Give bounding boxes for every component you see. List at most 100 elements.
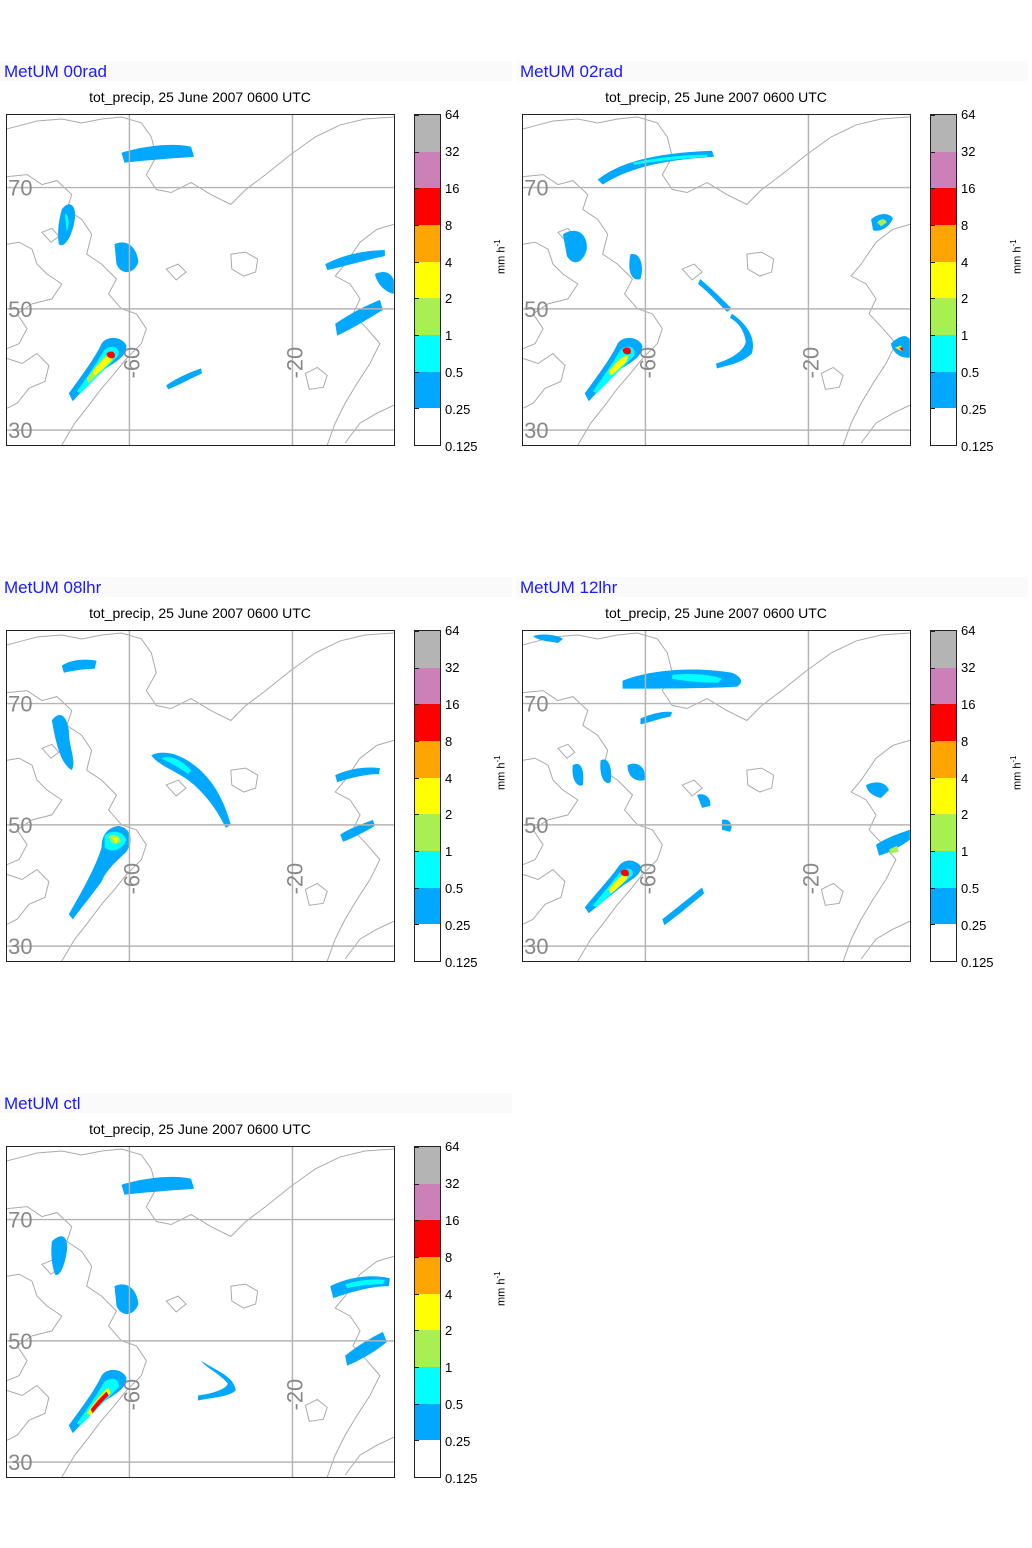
- colorbar-tick: [415, 1403, 419, 1405]
- colorbar-label: 8: [961, 217, 969, 233]
- colorbar-tick: [415, 1147, 419, 1148]
- panel-title-bar: [516, 61, 1028, 81]
- colorbar-tick: [931, 961, 935, 962]
- precip-area: [61, 659, 97, 673]
- colorbar-label: 32: [445, 659, 460, 675]
- colorbar-tick: [931, 667, 935, 669]
- colorbar-segment: [415, 335, 440, 373]
- lat-label: 30: [524, 418, 548, 443]
- colorbar-segment: [931, 887, 956, 925]
- panel-title-bar: [0, 577, 512, 597]
- lat-label: 70: [524, 692, 548, 717]
- colorbar-segment: [415, 777, 440, 815]
- colorbar-unit: mm h-1: [493, 1271, 508, 1306]
- plot-subtitle: tot_precip, 25 June 2007 0600 UTC: [605, 605, 827, 621]
- colorbar-segment: [931, 408, 956, 446]
- colorbar-label: 16: [961, 696, 976, 712]
- colorbar-segment: [415, 115, 440, 153]
- colorbar-segment: [415, 188, 440, 226]
- lat-label: 30: [8, 418, 32, 443]
- colorbar-label: 0.25: [445, 1434, 471, 1450]
- lon-label: -60: [119, 347, 144, 379]
- colorbar-segment: [931, 225, 956, 263]
- colorbar-tick: [415, 704, 419, 706]
- colorbar-tick: [931, 371, 935, 373]
- colorbar-label: 4: [961, 770, 969, 786]
- precip-area: [608, 355, 629, 376]
- precip-area: [894, 345, 903, 352]
- colorbar-tick: [415, 1440, 419, 1442]
- colorbar-label: 4: [445, 1286, 453, 1302]
- precip-area: [888, 845, 899, 854]
- plot-subtitle: tot_precip, 25 June 2007 0600 UTC: [89, 605, 311, 621]
- lon-label: -60: [119, 1379, 144, 1411]
- colorbar: [414, 114, 441, 446]
- colorbar-segment: [415, 851, 440, 889]
- colorbar-label: 0.25: [445, 402, 471, 418]
- lon-label: -60: [635, 863, 660, 895]
- colorbar-tick: [931, 924, 935, 926]
- colorbar-label: 64: [961, 107, 976, 122]
- colorbar-label: 4: [445, 254, 453, 270]
- precip-area: [340, 819, 375, 842]
- lat-label: 30: [524, 934, 548, 959]
- map-panel: MetUM 08lhr tot_precip, 25 June 2007 0600…: [0, 577, 512, 997]
- colorbar-segment: [415, 261, 440, 299]
- precip-area: [620, 869, 629, 877]
- colorbar-label: 0.25: [961, 402, 987, 418]
- precip-area: [597, 150, 715, 185]
- precip-area: [562, 230, 587, 263]
- colorbar-segment: [415, 408, 440, 446]
- colorbar-segment: [931, 851, 956, 889]
- colorbar-label: 0.125: [445, 439, 478, 454]
- map-frame: 70 50 30 -60 -20: [522, 630, 911, 962]
- precip-area: [632, 154, 708, 165]
- colorbar-segment: [931, 188, 956, 226]
- lat-label: 30: [8, 1450, 32, 1475]
- colorbar-tick: [415, 1293, 419, 1295]
- precip-map: 70 50 30 -60 -20: [7, 115, 394, 445]
- colorbar-label: 64: [445, 1139, 460, 1154]
- model-title: MetUM 00rad: [4, 62, 107, 81]
- colorbar-segment: [415, 887, 440, 925]
- colorbar-unit: mm h-1: [1009, 755, 1024, 790]
- colorbar-label: 0.5: [445, 1397, 464, 1413]
- precip-area: [572, 763, 584, 786]
- colorbar-segment: [415, 1257, 440, 1295]
- coastline: [7, 116, 394, 445]
- colorbar-segment: [931, 261, 956, 299]
- colorbar-tick: [415, 371, 419, 373]
- colorbar-tick: [931, 151, 935, 153]
- precip-area: [90, 1391, 109, 1414]
- precip-area: [325, 250, 385, 271]
- colorbar-tick: [415, 261, 419, 263]
- colorbar-segment: [931, 741, 956, 779]
- colorbar-label: 64: [445, 107, 460, 122]
- colorbar-tick: [415, 408, 419, 410]
- colorbar-label: 32: [445, 143, 460, 159]
- precip-area: [716, 313, 754, 369]
- colorbar-segment: [931, 924, 956, 962]
- lat-label: 50: [8, 297, 32, 322]
- precip-area: [672, 673, 722, 683]
- colorbar-unit: mm h-1: [493, 239, 508, 274]
- colorbar-label: 1: [445, 844, 453, 860]
- map-panel: MetUM 12lhr tot_precip, 25 June 2007 0600…: [516, 577, 1028, 997]
- colorbar-segment: [931, 814, 956, 852]
- precip-area: [345, 1331, 387, 1366]
- colorbar-tick: [415, 961, 419, 962]
- colorbar-segment: [415, 704, 440, 742]
- colorbar-segment: [415, 1183, 440, 1221]
- colorbar-segment: [415, 667, 440, 705]
- lat-label: 50: [524, 813, 548, 838]
- colorbar-label: 32: [961, 143, 976, 159]
- colorbar-label: 16: [445, 1212, 460, 1228]
- colorbar-tick: [931, 777, 935, 779]
- colorbar-segment: [415, 924, 440, 962]
- colorbar-label: 8: [445, 1249, 453, 1265]
- colorbar-segment: [931, 631, 956, 669]
- precip-area: [629, 253, 642, 280]
- colorbar-tick: [931, 887, 935, 889]
- colorbar-segment: [415, 298, 440, 336]
- colorbar-segment: [931, 151, 956, 189]
